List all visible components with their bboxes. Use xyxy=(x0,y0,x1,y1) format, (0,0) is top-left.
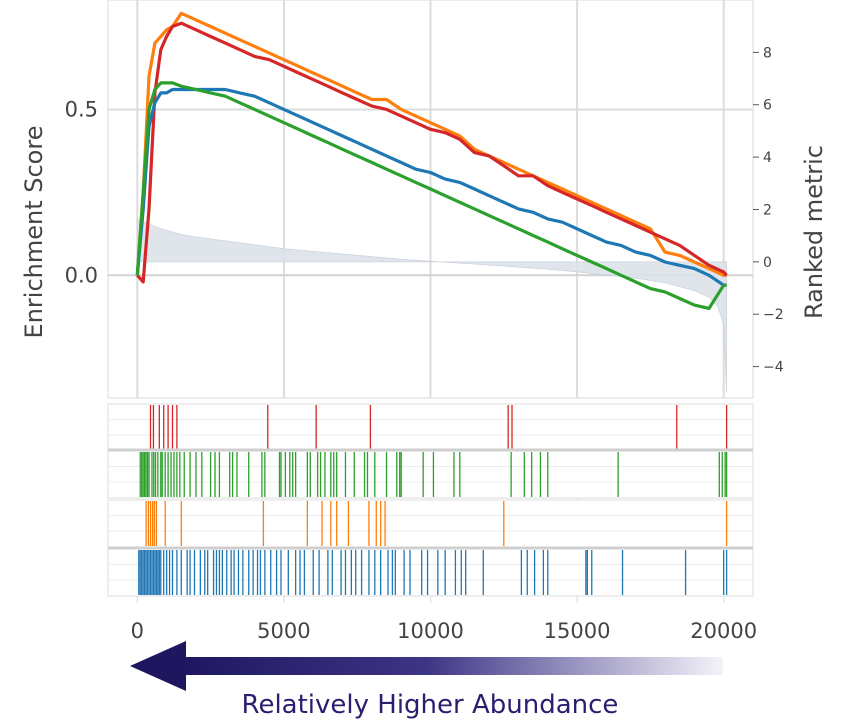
arrow-head xyxy=(130,641,186,691)
y-right-tick-label: 4 xyxy=(763,150,772,166)
ranked-metric-fill xyxy=(136,219,728,393)
x-tick-label: 0 xyxy=(131,619,144,643)
hit-panel-3 xyxy=(107,499,754,548)
y-right-tick-label: 8 xyxy=(763,45,772,61)
x-tick-label: 10000 xyxy=(397,619,464,643)
enrichment-line-2 xyxy=(136,21,728,284)
x-tick-label: 15000 xyxy=(544,619,611,643)
hit-panels xyxy=(107,403,754,597)
y-axis-label: Enrichment Score xyxy=(20,126,48,339)
y-right-tick-label: 0 xyxy=(763,255,772,271)
y-tick-label: 0.0 xyxy=(65,263,98,287)
ranked-metric-area xyxy=(136,219,728,393)
arrow-label: Relatively Higher Abundance xyxy=(242,690,619,720)
y-axis-right-label: Ranked metric xyxy=(800,145,828,319)
enrichment-lines xyxy=(135,11,728,310)
enrichment-line-3 xyxy=(135,87,727,287)
arrow-shaft xyxy=(183,657,723,675)
y-right-tick-label: −4 xyxy=(763,360,784,376)
hit-panel-2 xyxy=(107,450,754,499)
enrichment-line-1 xyxy=(135,11,727,277)
y-right-tick-label: 6 xyxy=(763,98,772,114)
hit-panel-4 xyxy=(107,548,754,597)
y-right-tick-label: 2 xyxy=(763,202,772,218)
enrichment-line-4 xyxy=(135,81,727,310)
axes: 0 5000 10000 15000 20000 0.0 0.5 −4 −2 0 2 4 6 8 xyxy=(65,45,784,643)
y-right-tick-label: −2 xyxy=(763,307,784,323)
y-tick-label: 0.5 xyxy=(65,97,98,121)
x-tick-label: 5000 xyxy=(257,619,310,643)
abundance-arrow xyxy=(130,641,723,691)
hit-panel-1 xyxy=(107,403,754,452)
x-tick-label: 20000 xyxy=(690,619,757,643)
